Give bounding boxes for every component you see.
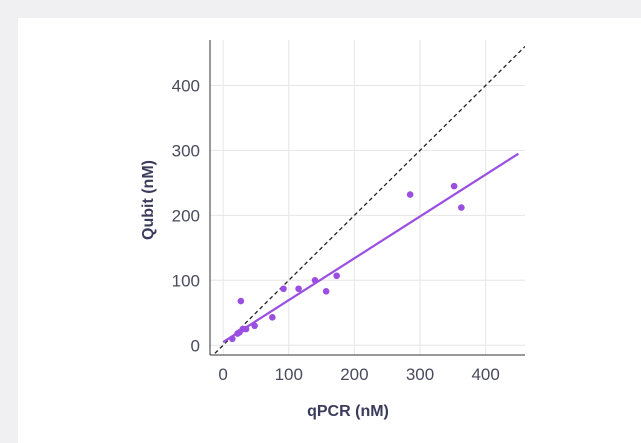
axes (209, 40, 525, 356)
reference-lines (212, 46, 525, 355)
x-tick-label-4: 400 (471, 365, 499, 384)
y-tick-label-2: 200 (172, 206, 200, 225)
x-tick-label-1: 100 (275, 365, 303, 384)
data-point-3 (237, 297, 245, 305)
y-tick-label-0: 0 (191, 336, 200, 355)
identity-line (212, 46, 525, 355)
data-point-6 (251, 322, 258, 330)
data-point-5 (242, 325, 250, 333)
y-tick-label-1: 100 (172, 271, 200, 290)
data-point-11 (322, 288, 330, 295)
y-axis-title: Qubit (nM) (140, 160, 157, 240)
data-point-12 (333, 272, 340, 280)
tick-labels: 0 100 200 300 400 0 100 200 300 400 (172, 76, 500, 384)
x-tick-label-3: 300 (406, 365, 434, 384)
fit-line (222, 152, 520, 343)
scatter-chart: 0 100 200 300 400 0 100 200 300 400 qPCR (nM) Qub… (140, 40, 525, 420)
x-axis-title: qPCR (nM) (307, 403, 389, 420)
data-point-8 (280, 285, 287, 293)
y-tick-label-3: 300 (172, 141, 200, 160)
y-tick-label-4: 400 (172, 76, 200, 95)
data-point-13 (406, 191, 414, 198)
x-tick-label-2: 200 (340, 365, 368, 384)
data-point-9 (295, 285, 302, 293)
gridlines (210, 40, 525, 355)
data-point-0 (229, 335, 236, 343)
x-tick-label-0: 0 (218, 365, 227, 384)
data-points (229, 182, 465, 343)
data-point-7 (269, 314, 276, 321)
data-point-15 (458, 204, 465, 211)
data-point-10 (311, 277, 319, 284)
data-point-14 (450, 182, 458, 190)
chart-card: 0 100 200 300 400 0 100 200 300 400 qPCR (nM) Qub… (18, 18, 641, 443)
